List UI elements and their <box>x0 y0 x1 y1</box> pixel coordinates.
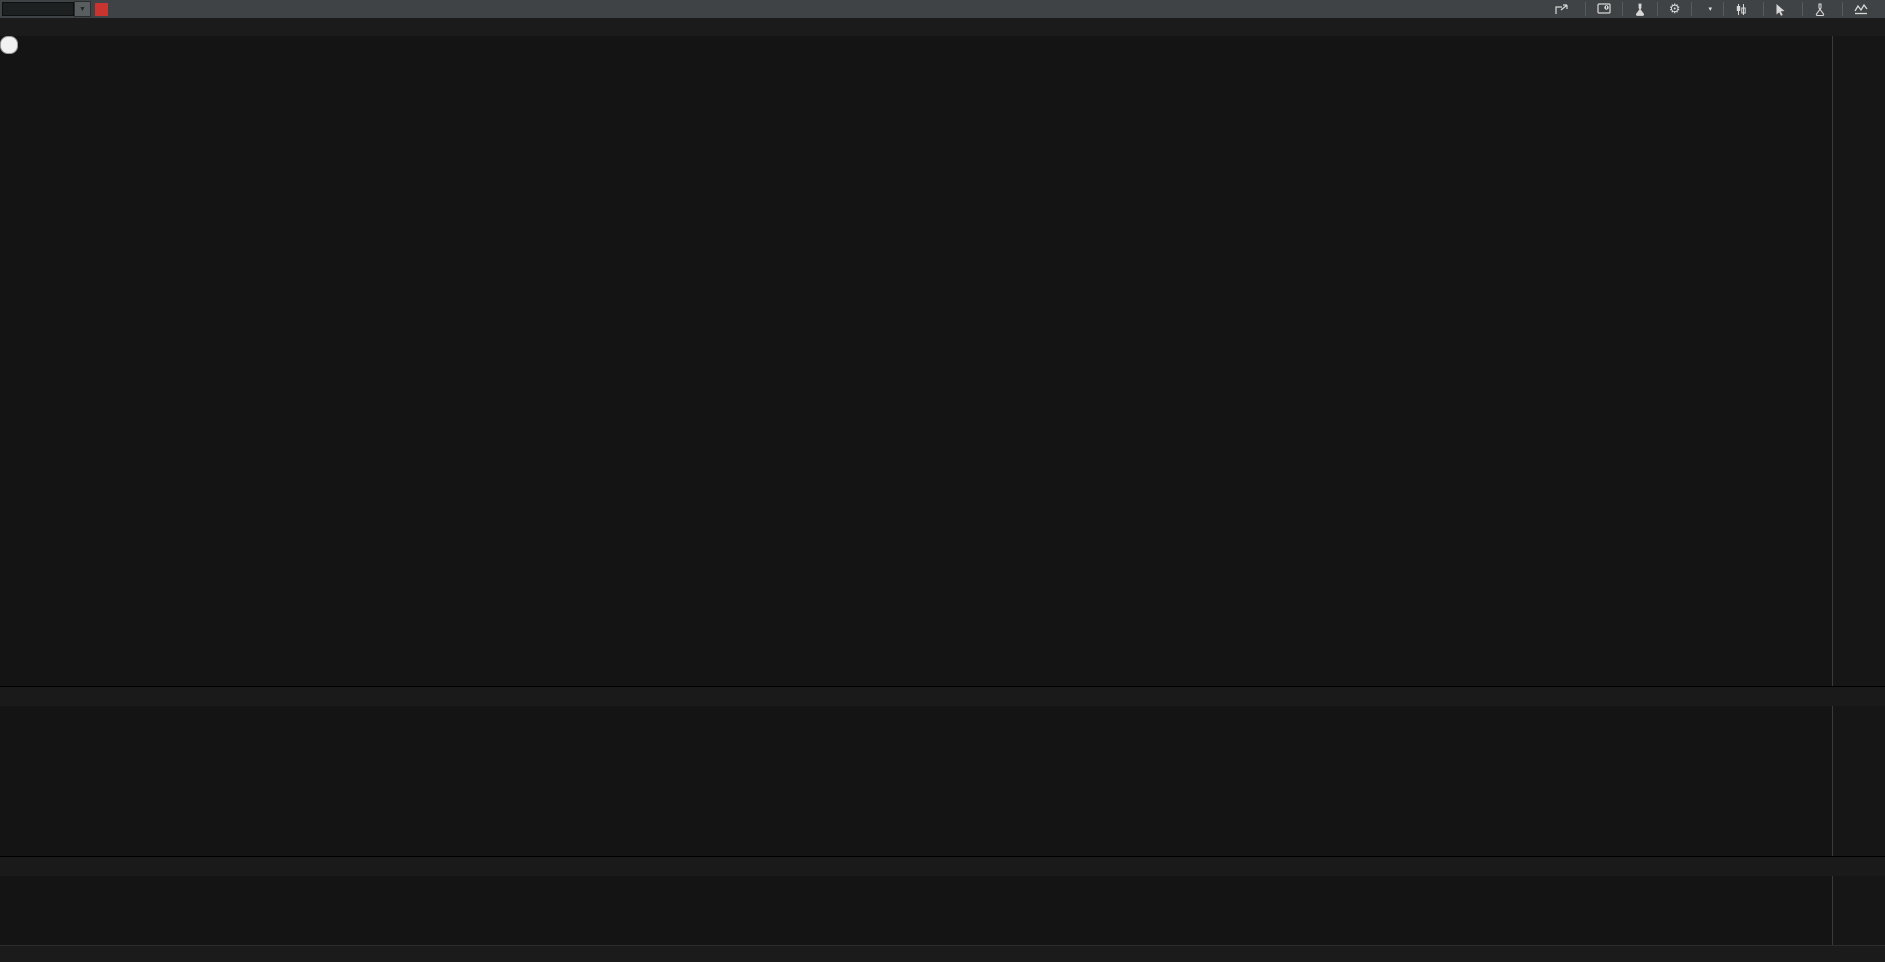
price-axis[interactable] <box>1832 36 1885 686</box>
cursor-icon <box>1775 3 1786 16</box>
symbol-dropdown-button[interactable]: ▼ <box>74 1 91 17</box>
symbol-box: ▼ <box>2 1 91 17</box>
style-button[interactable] <box>1724 0 1763 18</box>
alert-count-badge[interactable] <box>95 2 108 16</box>
studies-button[interactable] <box>1803 0 1842 18</box>
chart-settings-button[interactable]: ⚙ <box>1658 0 1692 18</box>
pattern-zigzag-icon <box>1854 3 1869 15</box>
patterns-button[interactable] <box>1843 0 1885 18</box>
chevron-down-icon: ▾ <box>1708 6 1712 13</box>
news-button[interactable] <box>1586 0 1622 18</box>
timeframe-button[interactable]: ▾ <box>1692 0 1723 18</box>
chart-readout-bar <box>0 18 1885 37</box>
symbol-input[interactable] <box>2 2 74 16</box>
volume-axis[interactable] <box>1832 876 1885 945</box>
volume-header <box>0 856 1885 878</box>
rsi-panel <box>0 706 1885 856</box>
share-icon <box>1555 3 1569 15</box>
time-axis[interactable] <box>0 945 1885 962</box>
volume-panel <box>0 876 1885 945</box>
rsi-header <box>0 686 1885 708</box>
gear-icon: ⚙ <box>1668 1 1681 16</box>
drawings-button[interactable] <box>1764 0 1802 18</box>
quick-study-button[interactable] <box>1623 0 1657 18</box>
candle-style-icon <box>1735 3 1747 16</box>
news-flag-icon <box>1597 3 1611 15</box>
rsi-axis[interactable] <box>1832 706 1885 856</box>
share-button[interactable] <box>1544 0 1585 18</box>
flask-icon <box>1634 3 1646 16</box>
rsi-plot[interactable] <box>0 706 1832 856</box>
top-toolbar: ▼ ⚙ ▾ <box>0 0 1885 18</box>
price-chart-panel <box>0 36 1885 686</box>
low-price-tooltip <box>0 36 18 54</box>
flask-icon <box>1814 2 1826 16</box>
volume-plot[interactable] <box>0 876 1832 945</box>
price-chart[interactable] <box>0 36 1832 686</box>
